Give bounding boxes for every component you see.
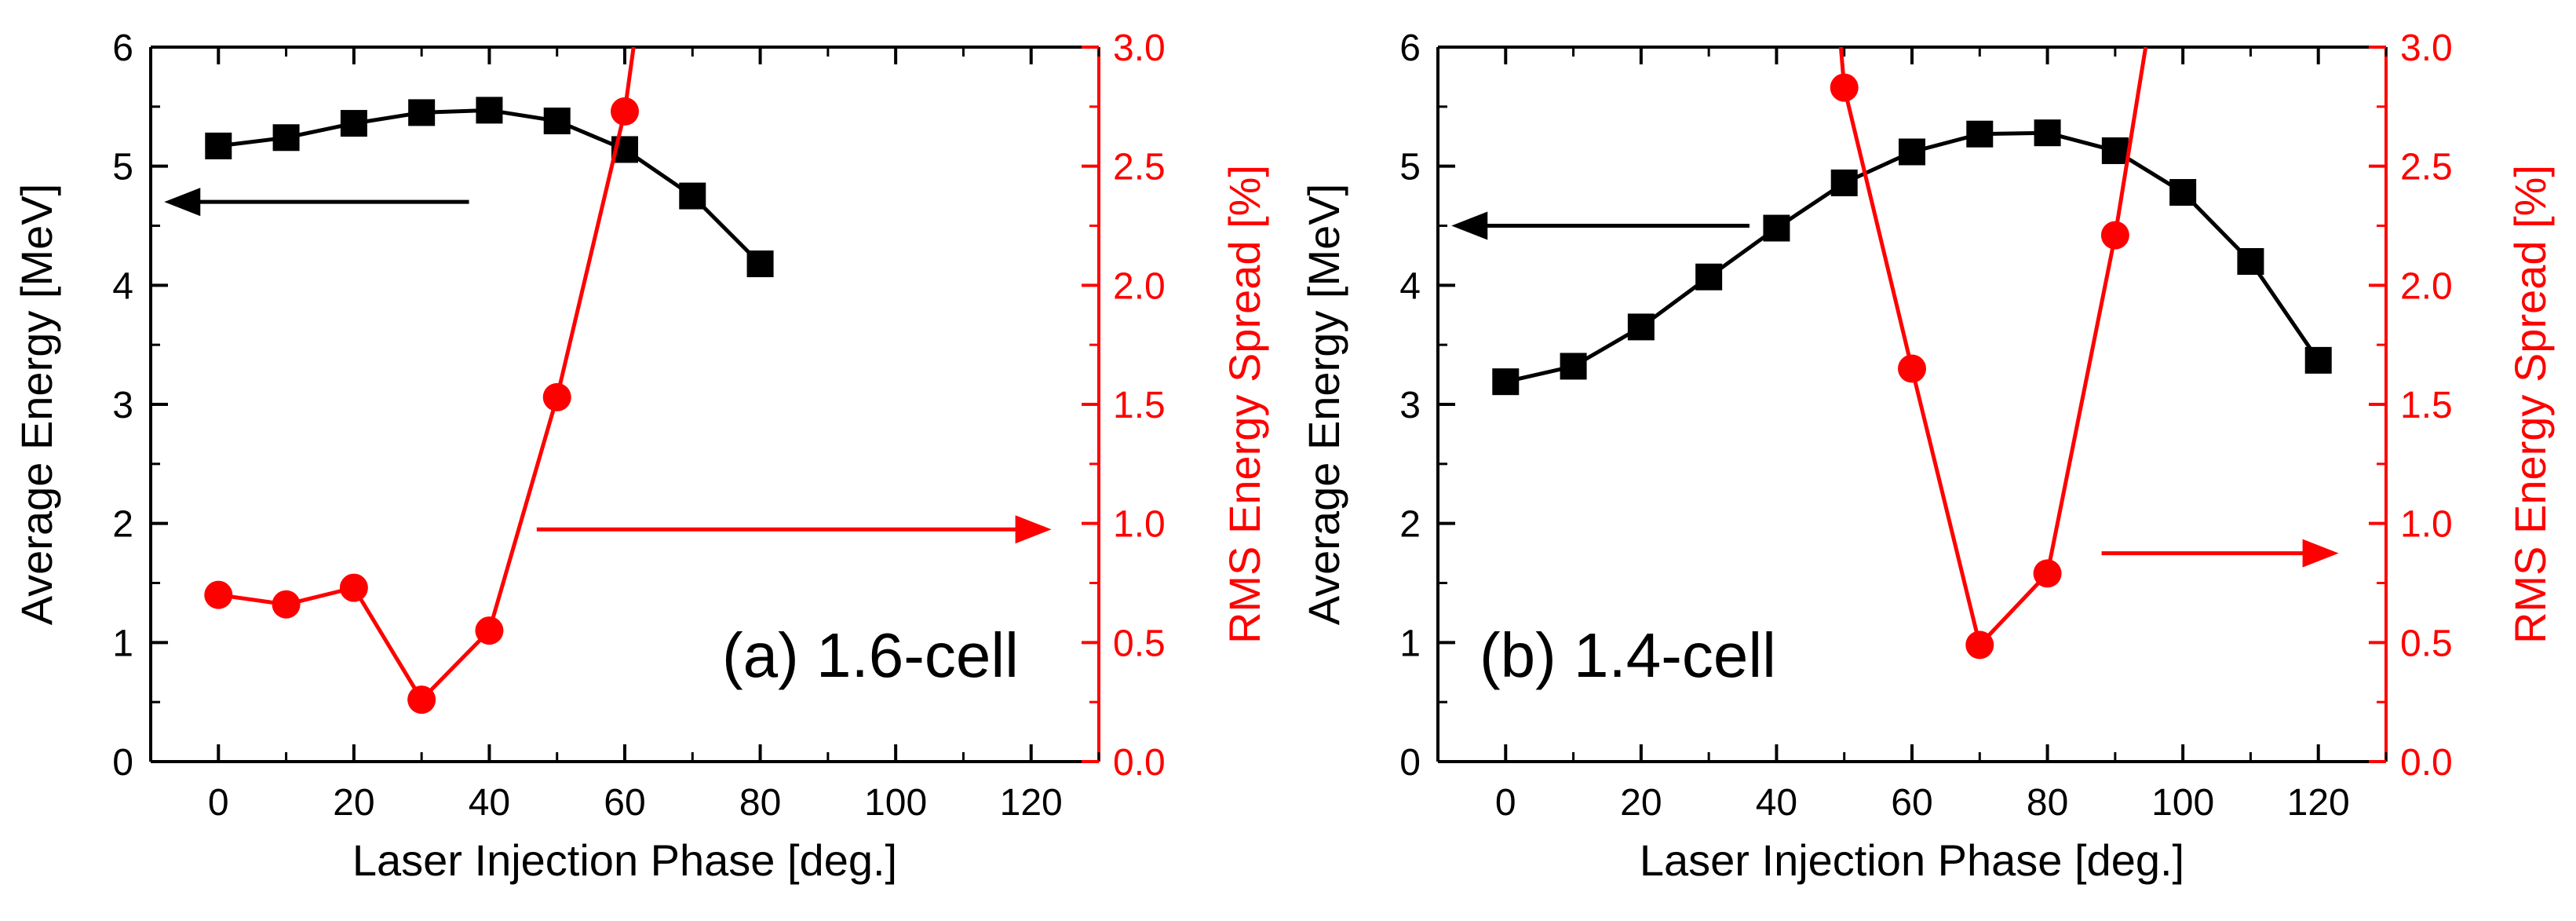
arrow-left-head [164,188,201,217]
spread-point [611,97,639,126]
y2-tick-label: 2.5 [1113,147,1166,188]
y2-tick-label: 2.0 [1113,265,1166,307]
y-tick-label: 2 [112,504,133,546]
panel-label: (b) 1.4-cell [1480,620,1776,690]
x-axis-label: Laser Injection Phase [deg.] [352,835,897,885]
y-tick-label: 5 [112,147,133,188]
x-tick-label: 80 [2027,782,2068,824]
x-tick-label: 40 [1756,782,1797,824]
y-axis-label: Average Energy [MeV] [12,184,61,625]
energy-point [1830,169,1858,196]
energy-point [205,132,232,159]
y2-tick-label: 3.0 [1113,27,1166,69]
x-tick-label: 20 [1620,782,1662,824]
y-tick-label: 6 [112,27,133,69]
y-tick-label: 1 [112,623,133,664]
y2-tick-label: 2.5 [2400,147,2453,188]
y-tick-label: 4 [1399,265,1421,307]
spread-point [407,685,436,715]
y2-tick-label: 0.5 [1113,623,1166,664]
y-tick-label: 3 [1399,385,1421,426]
spread-point [1830,73,1859,102]
energy-point [543,108,571,135]
spread-point [2033,559,2062,588]
x-tick-label: 0 [208,782,229,824]
y-tick-label: 4 [112,265,133,307]
energy-point [2101,137,2129,164]
energy-point [679,182,706,210]
energy-series-line [1505,130,2320,384]
x-tick-label: 0 [1495,782,1516,824]
arrow-right-head [1015,515,1052,544]
panel-label: (a) 1.6-cell [722,620,1019,690]
arrow-right-head [2302,539,2339,568]
y2-tick-label: 3.0 [2400,27,2453,69]
y2-tick-label: 0.5 [2400,623,2453,664]
spread-point [1965,630,1994,660]
energy-point [1695,263,1723,291]
energy-point [1966,120,1994,148]
spread-point [339,573,368,602]
y-tick-label: 5 [1399,147,1421,188]
spread-point [542,382,571,411]
x-tick-label: 100 [2151,782,2214,824]
energy-point [2304,346,2332,374]
chart-panel-b: 0 20 40 60 80 100 120 0 1 2 3 4 5 6 0.0 0.5 1.0 1.5 2.0 2.5… [1299,27,2555,885]
spread-point [204,580,233,609]
energy-point [2034,119,2061,147]
y2-tick-label: 1.0 [2400,504,2453,546]
spread-point [1898,354,1926,383]
energy-point [340,110,367,137]
x-tick-label: 100 [864,782,927,824]
x-tick-label: 60 [1891,782,1932,824]
energy-point [1492,368,1520,396]
x-tick-label: 120 [2287,782,2350,824]
x-tick-label: 80 [739,782,781,824]
y2-axis-label: RMS Energy Spread [%] [2505,165,2555,644]
x-tick-label: 60 [604,782,645,824]
y-tick-label: 0 [112,742,133,784]
y-tick-label: 2 [1399,504,1421,546]
energy-point [1627,313,1655,341]
y-tick-label: 6 [1399,27,1421,69]
y2-tick-label: 1.5 [2400,385,2453,426]
spread-point [475,616,504,645]
energy-point [1560,353,1587,380]
y-tick-label: 0 [1399,742,1421,784]
y-tick-label: 3 [112,385,133,426]
y2-axis-label: RMS Energy Spread [%] [1220,165,1269,644]
spread-series-line [1838,47,2148,649]
energy-series-line [217,108,762,265]
x-tick-label: 120 [1000,782,1063,824]
energy-point [476,97,503,124]
chart-panel-a: 0 20 40 60 80 100 120 0 1 2 3 4 5 6 0.0 0.5 1.0 1.5 2.0 2.5… [12,27,1269,885]
y-axis-label: Average Energy [MeV] [1299,184,1348,625]
spread-point [2100,221,2129,250]
energy-point [272,124,300,152]
energy-point [2237,248,2264,275]
energy-point [2169,179,2197,206]
arrow-left-head [1451,211,1488,240]
y-tick-label: 1 [1399,623,1421,664]
y2-tick-label: 0.0 [2400,742,2453,784]
y2-tick-label: 1.5 [1113,385,1166,426]
energy-point [1763,214,1790,242]
x-axis-label: Laser Injection Phase [deg.] [1640,835,2184,885]
x-tick-label: 20 [333,782,374,824]
y2-tick-label: 2.0 [2400,265,2453,307]
energy-point [1899,138,1925,166]
y2-tick-label: 1.0 [1113,504,1166,546]
spread-point [272,590,301,619]
y2-tick-label: 0.0 [1113,742,1166,784]
energy-point [408,99,436,126]
x-tick-label: 40 [469,782,510,824]
energy-point [746,250,774,278]
